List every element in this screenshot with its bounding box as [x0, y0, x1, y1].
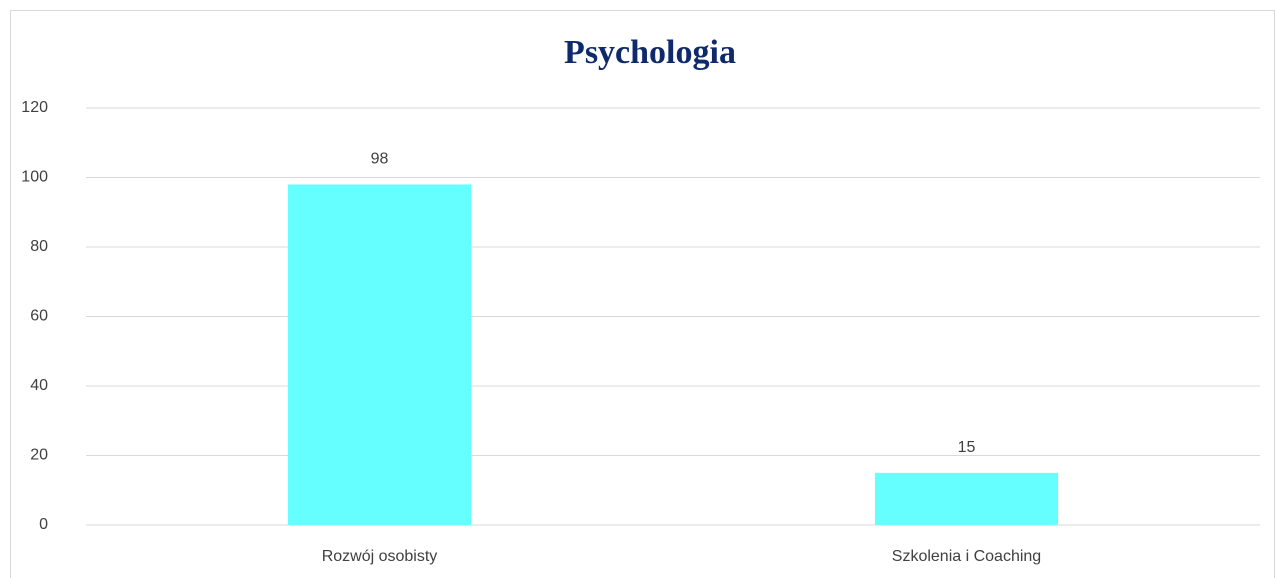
y-tick-label: 120: [21, 99, 48, 116]
chart-frame: [10, 10, 1275, 578]
data-label: 98: [371, 151, 389, 168]
y-tick-label: 100: [21, 169, 48, 186]
x-tick-label: Rozwój osobisty: [322, 548, 438, 565]
data-label: 15: [958, 439, 976, 456]
y-tick-label: 20: [30, 447, 48, 464]
y-tick-label: 0: [39, 516, 48, 533]
y-tick-label: 60: [30, 308, 48, 325]
bar: [874, 472, 1059, 525]
y-tick-label: 80: [30, 238, 48, 255]
y-tick-label: 40: [30, 377, 48, 394]
chart-title: Psychologia: [564, 34, 736, 71]
bar: [287, 184, 472, 525]
x-tick-label: Szkolenia i Coaching: [892, 548, 1041, 565]
